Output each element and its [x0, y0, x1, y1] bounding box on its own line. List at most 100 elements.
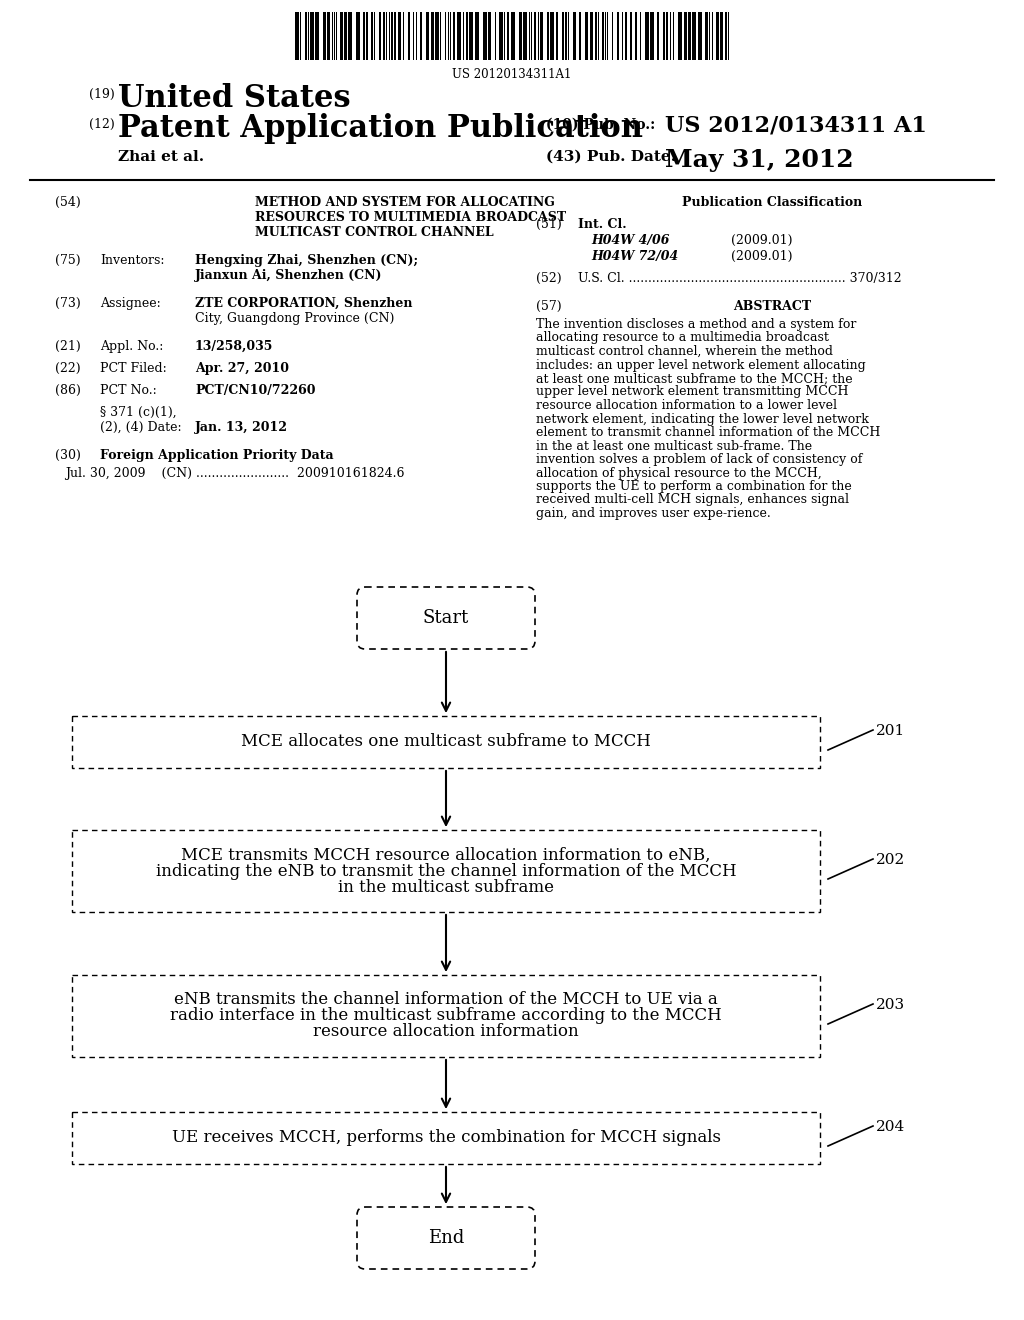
Text: (52): (52): [536, 272, 561, 285]
Text: UE receives MCCH, performs the combination for MCCH signals: UE receives MCCH, performs the combinati…: [171, 1130, 721, 1147]
Text: (10) Pub. No.:: (10) Pub. No.:: [546, 117, 655, 132]
Text: (54): (54): [55, 195, 81, 209]
Text: PCT No.:: PCT No.:: [100, 384, 157, 397]
Text: upper level network element transmitting MCCH: upper level network element transmitting…: [536, 385, 849, 399]
Text: METHOD AND SYSTEM FOR ALLOCATING: METHOD AND SYSTEM FOR ALLOCATING: [255, 195, 555, 209]
Text: Assignee:: Assignee:: [100, 297, 161, 310]
Bar: [499, 12, 503, 59]
Bar: [565, 12, 567, 59]
Text: End: End: [428, 1229, 464, 1247]
Bar: [366, 12, 368, 59]
Bar: [625, 12, 627, 59]
FancyBboxPatch shape: [72, 975, 820, 1057]
Text: in the multicast subframe: in the multicast subframe: [338, 879, 554, 895]
Text: Hengxing Zhai, Shenzhen (CN);: Hengxing Zhai, Shenzhen (CN);: [195, 253, 418, 267]
Bar: [666, 12, 668, 59]
FancyBboxPatch shape: [72, 830, 820, 912]
Bar: [720, 12, 723, 59]
Bar: [595, 12, 597, 59]
Text: indicating the eNB to transmit the channel information of the MCCH: indicating the eNB to transmit the chann…: [156, 862, 736, 879]
Text: ZTE CORPORATION, Shenzhen: ZTE CORPORATION, Shenzhen: [195, 297, 413, 310]
Text: Patent Application Publication: Patent Application Publication: [118, 114, 643, 144]
Bar: [678, 12, 682, 59]
Text: eNB transmits the channel information of the MCCH to UE via a: eNB transmits the channel information of…: [174, 991, 718, 1008]
Bar: [466, 12, 468, 59]
Bar: [362, 12, 365, 59]
Bar: [716, 12, 719, 59]
Text: United States: United States: [118, 83, 350, 114]
Bar: [457, 12, 461, 59]
Text: allocating resource to a multimedia broadcast: allocating resource to a multimedia broa…: [536, 331, 828, 345]
FancyBboxPatch shape: [357, 587, 535, 649]
Text: gain, and improves user expe-rience.: gain, and improves user expe-rience.: [536, 507, 771, 520]
Bar: [585, 12, 588, 59]
Bar: [630, 12, 632, 59]
Text: (57): (57): [536, 300, 561, 313]
Text: (86): (86): [55, 384, 81, 397]
Bar: [579, 12, 581, 59]
Text: supports the UE to perform a combination for the: supports the UE to perform a combination…: [536, 480, 852, 492]
Text: (2), (4) Date:: (2), (4) Date:: [100, 421, 181, 434]
Text: 203: 203: [876, 998, 905, 1012]
Text: § 371 (c)(1),: § 371 (c)(1),: [100, 407, 176, 418]
Text: The invention discloses a method and a system for: The invention discloses a method and a s…: [536, 318, 856, 331]
Bar: [684, 12, 687, 59]
Bar: [394, 12, 396, 59]
Bar: [511, 12, 515, 59]
Bar: [435, 12, 439, 59]
Text: (21): (21): [55, 341, 81, 352]
Bar: [379, 12, 381, 59]
Text: Int. Cl.: Int. Cl.: [578, 218, 627, 231]
Bar: [562, 12, 564, 59]
Bar: [408, 12, 410, 59]
Bar: [344, 12, 347, 59]
Text: (2009.01): (2009.01): [731, 234, 793, 247]
Text: network element, indicating the lower level network: network element, indicating the lower le…: [536, 412, 869, 425]
Text: US 2012/0134311 A1: US 2012/0134311 A1: [665, 115, 927, 137]
Bar: [692, 12, 696, 59]
Bar: [315, 12, 319, 59]
Bar: [635, 12, 637, 59]
Text: Jan. 13, 2012: Jan. 13, 2012: [195, 421, 288, 434]
Text: RESOURCES TO MULTIMEDIA BROADCAST: RESOURCES TO MULTIMEDIA BROADCAST: [255, 211, 566, 224]
Text: ABSTRACT: ABSTRACT: [733, 300, 811, 313]
Bar: [663, 12, 665, 59]
Text: Appl. No.:: Appl. No.:: [100, 341, 164, 352]
Text: Foreign Application Priority Data: Foreign Application Priority Data: [100, 449, 334, 462]
Text: at least one multicast subframe to the MCCH; the: at least one multicast subframe to the M…: [536, 372, 853, 385]
Bar: [488, 12, 490, 59]
Text: (43) Pub. Date:: (43) Pub. Date:: [546, 150, 676, 164]
Bar: [519, 12, 522, 59]
Bar: [305, 12, 307, 59]
Text: invention solves a problem of lack of consistency of: invention solves a problem of lack of co…: [536, 453, 862, 466]
Text: (12): (12): [89, 117, 115, 131]
Text: May 31, 2012: May 31, 2012: [665, 148, 854, 172]
Bar: [523, 12, 527, 59]
Text: radio interface in the multicast subframe according to the MCCH: radio interface in the multicast subfram…: [170, 1007, 722, 1024]
Text: (22): (22): [55, 362, 81, 375]
Text: MCE allocates one multicast subframe to MCCH: MCE allocates one multicast subframe to …: [241, 734, 651, 751]
Text: multicast control channel, wherein the method: multicast control channel, wherein the m…: [536, 345, 833, 358]
Bar: [507, 12, 509, 59]
Bar: [383, 12, 385, 59]
Bar: [688, 12, 691, 59]
Text: resource allocation information: resource allocation information: [313, 1023, 579, 1040]
Text: Start: Start: [423, 609, 469, 627]
Text: resource allocation information to a lower level: resource allocation information to a low…: [536, 399, 837, 412]
Bar: [483, 12, 487, 59]
Text: Apr. 27, 2010: Apr. 27, 2010: [195, 362, 289, 375]
Text: PCT/CN10/72260: PCT/CN10/72260: [195, 384, 315, 397]
Bar: [431, 12, 434, 59]
Text: Jianxun Ai, Shenzhen (CN): Jianxun Ai, Shenzhen (CN): [195, 269, 383, 282]
Text: Publication Classification: Publication Classification: [682, 195, 862, 209]
Text: in the at least one multicast sub-frame. The: in the at least one multicast sub-frame.…: [536, 440, 812, 453]
Bar: [556, 12, 558, 59]
FancyBboxPatch shape: [72, 715, 820, 768]
Bar: [426, 12, 429, 59]
Text: includes: an upper level network element allocating: includes: an upper level network element…: [536, 359, 865, 371]
Text: (51): (51): [536, 218, 562, 231]
FancyBboxPatch shape: [72, 1111, 820, 1164]
Text: MULTICAST CONTROL CHANNEL: MULTICAST CONTROL CHANNEL: [255, 226, 494, 239]
Text: received multi-cell MCH signals, enhances signal: received multi-cell MCH signals, enhance…: [536, 494, 849, 507]
Bar: [590, 12, 593, 59]
